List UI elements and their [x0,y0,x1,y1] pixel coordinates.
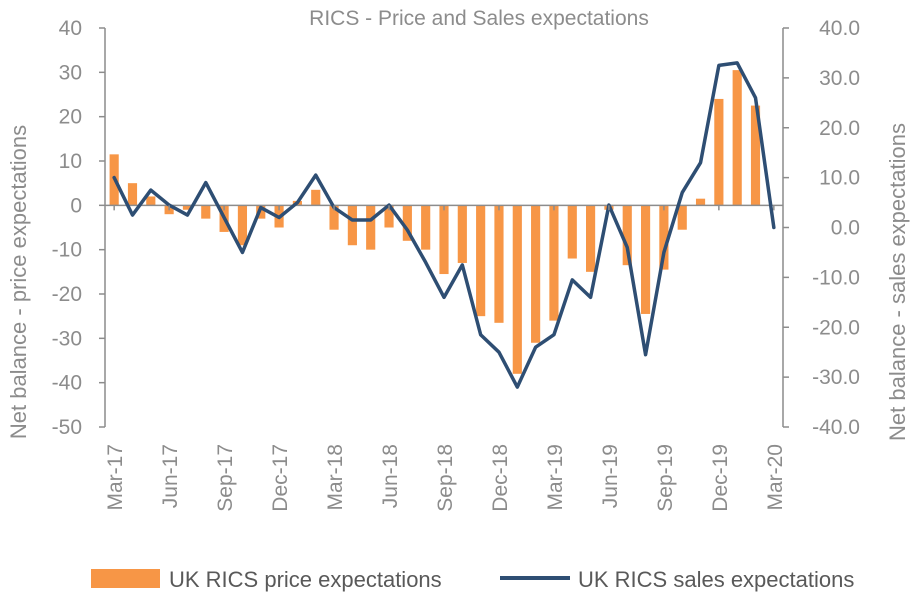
price-bar [732,70,742,206]
price-bar [695,198,706,206]
legend: UK RICS price expectations UK RICS sales… [91,567,854,592]
price-bar [531,205,541,343]
x-axis-ticks: Mar-17 Jun-17 Sep-17 Dec-17 Mar-18 Jun-18 Sep-… [104,205,787,512]
x-tick-label: Dec-19 [709,444,732,512]
right-tick-label: -10.0 [812,266,860,289]
left-tick-label: -50 [52,416,82,439]
legend-bar-label: UK RICS price expectations [169,567,442,592]
right-tick-label: 0.0 [831,217,860,240]
price-bar [201,205,211,219]
price-bar [329,205,339,230]
left-tick-label: -30 [52,327,82,350]
right-tick-label: 40.0 [819,17,860,40]
right-axis-title: Net balance - sales expectations [885,123,910,441]
price-bar [127,183,138,206]
price-bar [567,205,577,259]
price-bar [586,205,596,272]
x-tick-label: Dec-17 [269,444,292,512]
x-tick-label: Mar-18 [324,444,347,511]
price-bar [347,205,357,246]
x-tick-label: Mar-17 [104,444,127,511]
chart-title: RICS - Price and Sales expectations [309,7,649,30]
right-tick-label: -20.0 [812,316,860,339]
bars-layer [109,70,761,374]
price-bar [659,205,669,270]
price-bar [640,205,651,314]
price-bar [421,205,431,250]
price-bar [439,205,449,275]
right-tick-label: 10.0 [819,167,860,190]
left-tick-label: -10 [52,239,82,262]
x-tick-label: Mar-20 [764,444,787,511]
x-tick-label: Sep-18 [434,444,457,512]
left-axis-ticks: 40 30 20 10 0 -10 -20 -30 -40 -50 [52,17,105,439]
price-bar [714,98,724,206]
price-bar [402,205,412,241]
price-bar [182,205,193,210]
x-tick-label: Jun-18 [379,444,402,508]
price-bar [512,205,522,374]
x-tick-label: Sep-17 [214,444,237,512]
price-bar [384,205,394,228]
price-bar [677,205,687,230]
left-tick-label: -20 [52,283,82,306]
price-bar [237,205,248,246]
legend-bar-swatch [91,569,160,588]
price-bar [750,105,761,206]
right-tick-label: -30.0 [812,366,860,389]
left-tick-label: 0 [70,194,82,217]
price-bar [494,205,504,323]
price-bar [549,205,559,321]
price-bar [311,189,321,206]
right-tick-label: 30.0 [819,67,860,90]
x-tick-label: Sep-19 [654,444,677,512]
right-tick-label: 20.0 [819,117,860,140]
x-tick-label: Mar-19 [544,444,567,511]
price-bar [622,205,632,266]
x-tick-label: Dec-18 [489,444,512,512]
left-tick-label: 40 [59,17,82,40]
price-bar [476,205,486,317]
price-bar [457,205,467,263]
right-axis-ticks: 40.0 30.0 20.0 10.0 0.0 -10.0 -20.0 -30.0 -40.0 [783,17,860,439]
left-tick-label: 10 [59,150,82,173]
line-layer [112,61,776,389]
left-tick-label: 30 [59,61,82,84]
sales-line [112,61,776,389]
x-tick-label: Jun-17 [159,444,182,508]
price-bar [366,205,376,250]
left-tick-label: 20 [59,106,82,129]
price-bar [146,196,156,206]
right-tick-label: -40.0 [812,416,860,439]
left-axis-title: Net balance - price expectations [6,125,31,439]
legend-line-label: UK RICS sales expectations [578,567,854,592]
left-tick-label: -40 [52,372,82,395]
x-tick-label: Jun-19 [599,444,622,508]
